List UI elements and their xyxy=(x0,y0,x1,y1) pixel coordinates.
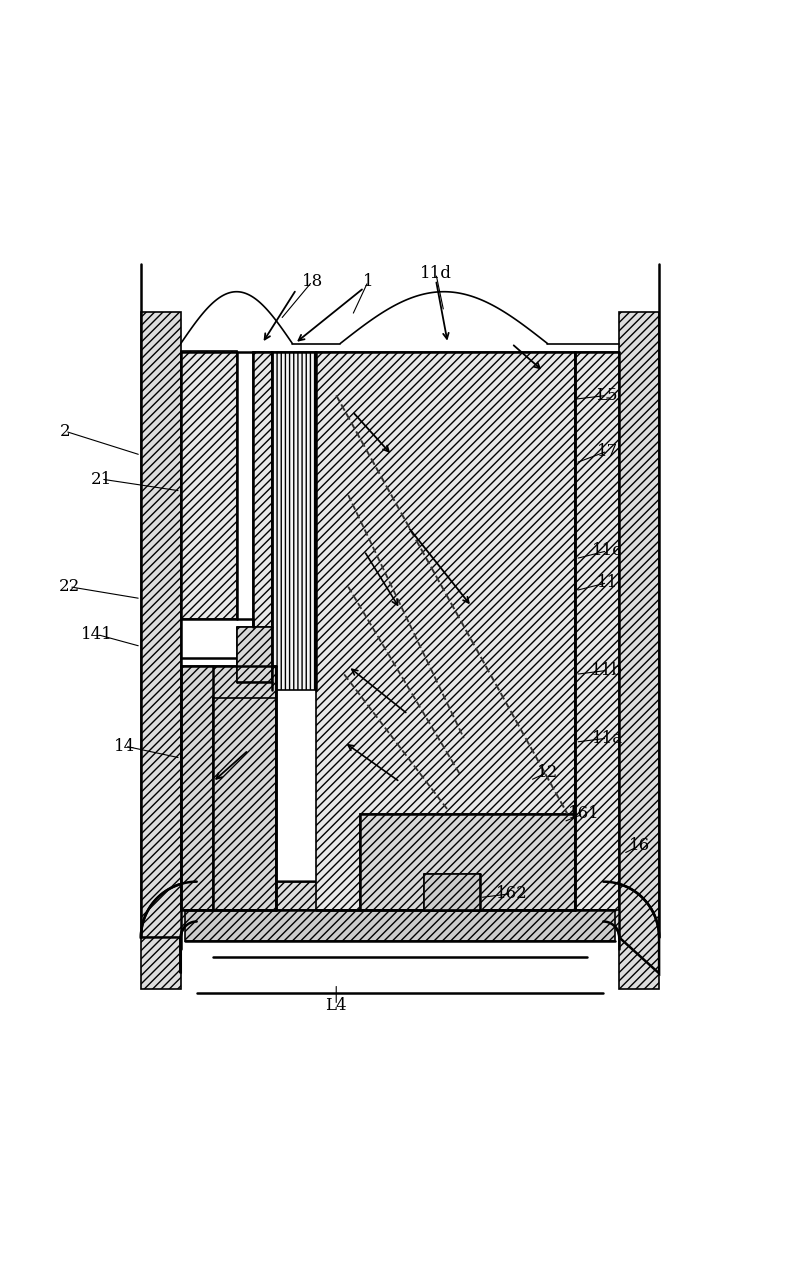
Bar xyxy=(316,351,575,909)
Polygon shape xyxy=(141,881,659,973)
Bar xyxy=(360,813,575,909)
Text: 141: 141 xyxy=(81,626,113,644)
Text: 12: 12 xyxy=(537,764,558,782)
Bar xyxy=(185,909,615,941)
Text: 21: 21 xyxy=(90,470,112,488)
Text: L4: L4 xyxy=(326,997,347,1014)
Bar xyxy=(213,699,277,909)
Text: 14: 14 xyxy=(114,738,135,755)
Text: 162: 162 xyxy=(496,885,527,902)
Text: 2: 2 xyxy=(60,423,70,439)
Text: 22: 22 xyxy=(58,578,80,595)
Bar xyxy=(424,873,480,909)
Text: 11b: 11b xyxy=(591,661,623,679)
Text: 11: 11 xyxy=(597,575,618,591)
Text: L5: L5 xyxy=(597,387,618,404)
Bar xyxy=(181,667,277,909)
Text: 16: 16 xyxy=(629,838,650,854)
Bar xyxy=(619,312,659,990)
Bar xyxy=(141,312,181,990)
Bar xyxy=(181,351,237,618)
Bar xyxy=(273,351,316,691)
Text: 11c: 11c xyxy=(592,543,622,559)
Text: 18: 18 xyxy=(302,273,323,290)
Text: 1: 1 xyxy=(362,273,374,290)
Text: 17: 17 xyxy=(597,443,618,460)
Text: 161: 161 xyxy=(567,806,599,822)
Bar xyxy=(237,627,273,682)
Bar xyxy=(575,351,619,909)
Text: 11a: 11a xyxy=(592,729,623,747)
Bar xyxy=(253,351,273,691)
Text: 11d: 11d xyxy=(420,264,452,282)
